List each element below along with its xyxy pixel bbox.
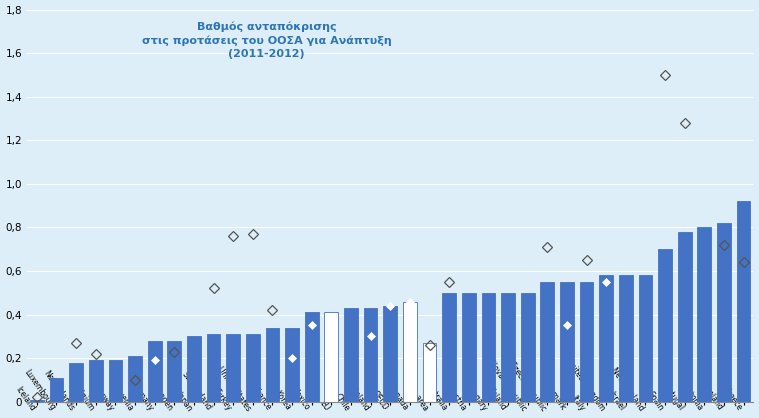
Bar — [600, 275, 613, 402]
Bar — [481, 293, 496, 402]
Bar — [560, 282, 574, 402]
Bar — [423, 343, 436, 402]
Bar — [403, 301, 417, 402]
Bar — [49, 378, 63, 402]
Bar — [266, 328, 279, 402]
Bar — [148, 341, 162, 402]
Bar — [325, 312, 339, 402]
Bar — [717, 223, 731, 402]
Bar — [737, 201, 751, 402]
Bar — [540, 282, 554, 402]
Bar — [383, 306, 397, 402]
Bar — [619, 275, 633, 402]
Bar — [521, 293, 534, 402]
Bar — [128, 356, 142, 402]
Bar — [285, 328, 299, 402]
Bar — [462, 293, 476, 402]
Bar — [246, 334, 260, 402]
Bar — [89, 360, 102, 402]
Bar — [187, 336, 201, 402]
Bar — [580, 282, 594, 402]
Bar — [698, 227, 711, 402]
Bar — [638, 275, 652, 402]
Bar — [678, 232, 691, 402]
Bar — [442, 293, 456, 402]
Bar — [501, 293, 515, 402]
Bar — [30, 400, 44, 402]
Text: Βαθμός ανταπόκρισης
στις προτάσεις του ΟΟΣΑ για Ανάπτυξη
(2011-2012): Βαθμός ανταπόκρισης στις προτάσεις του Ο… — [142, 21, 392, 59]
Bar — [109, 360, 122, 402]
Bar — [69, 362, 83, 402]
Bar — [658, 249, 672, 402]
Bar — [344, 308, 357, 402]
Bar — [305, 312, 319, 402]
Bar — [168, 341, 181, 402]
Bar — [364, 308, 377, 402]
Bar — [206, 334, 220, 402]
Bar — [226, 334, 240, 402]
